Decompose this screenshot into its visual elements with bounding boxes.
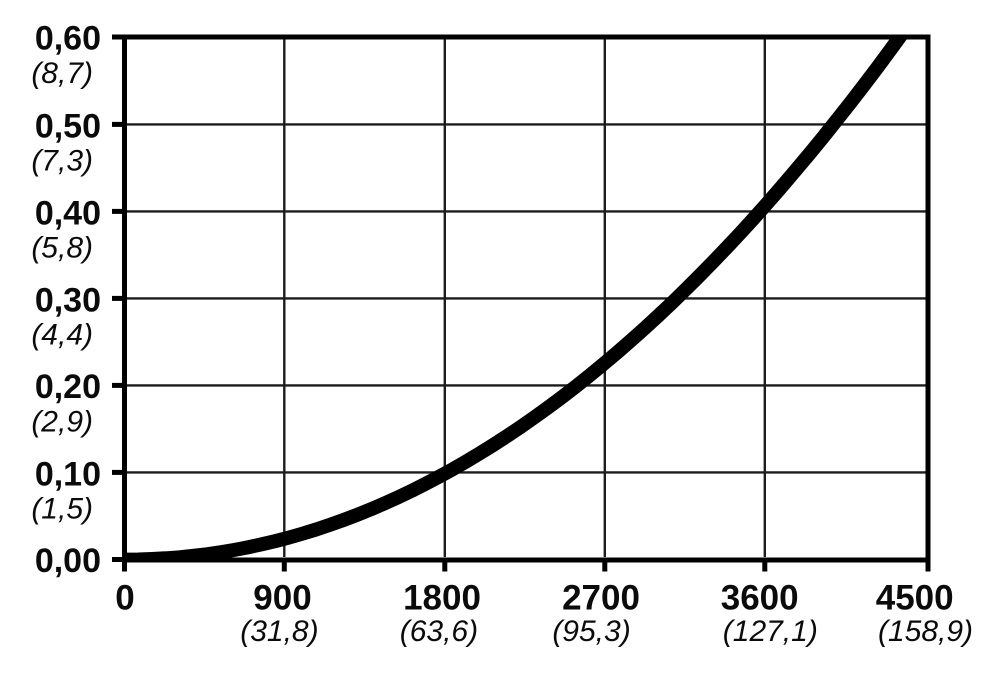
svg-text:(5,8): (5,8) — [31, 231, 93, 264]
svg-text:3600: 3600 — [721, 578, 799, 617]
svg-text:0,30: 0,30 — [35, 281, 101, 319]
svg-text:(63,6): (63,6) — [400, 615, 478, 648]
svg-text:0,10: 0,10 — [35, 455, 101, 493]
svg-text:(95,3): (95,3) — [552, 615, 630, 648]
svg-text:0,20: 0,20 — [35, 368, 101, 406]
svg-text:900: 900 — [253, 578, 311, 617]
svg-text:0,50: 0,50 — [35, 107, 101, 145]
svg-text:(7,3): (7,3) — [31, 144, 93, 177]
svg-text:4500: 4500 — [876, 578, 954, 617]
svg-text:2700: 2700 — [562, 578, 640, 617]
svg-text:0,60: 0,60 — [35, 19, 101, 57]
svg-text:0,00: 0,00 — [35, 542, 101, 580]
svg-text:(31,8): (31,8) — [240, 615, 318, 648]
svg-text:0,40: 0,40 — [35, 194, 101, 232]
svg-text:(158,9): (158,9) — [878, 615, 973, 648]
svg-text:(2,9): (2,9) — [31, 405, 93, 438]
svg-text:(1,5): (1,5) — [31, 492, 93, 525]
svg-text:(4,4): (4,4) — [31, 318, 93, 351]
svg-text:0: 0 — [115, 578, 134, 617]
svg-text:(127,1): (127,1) — [723, 615, 818, 648]
svg-text:(8,7): (8,7) — [31, 57, 93, 90]
svg-text:1800: 1800 — [403, 578, 481, 617]
